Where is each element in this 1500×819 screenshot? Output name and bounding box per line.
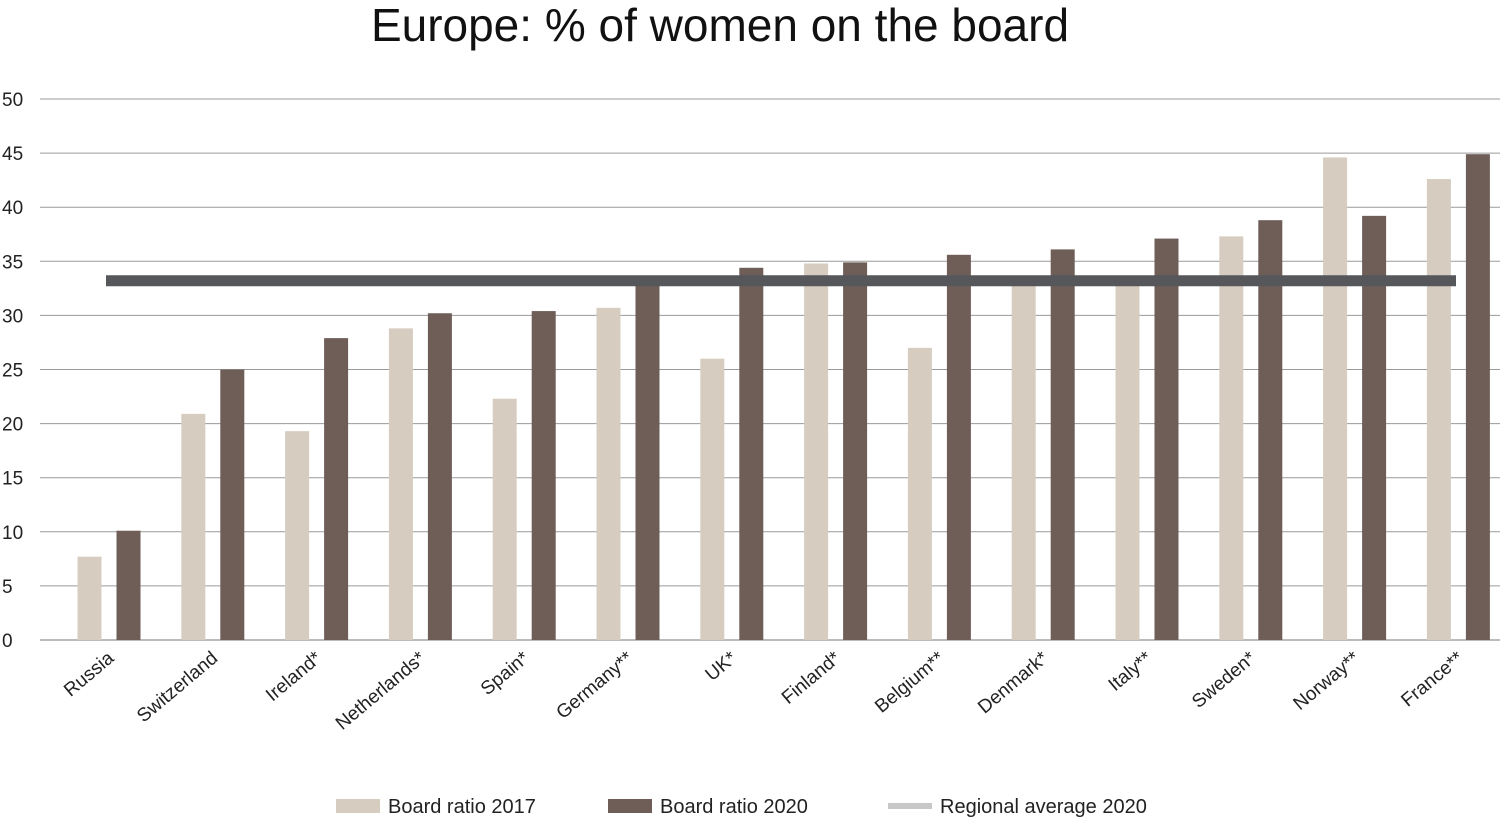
x-category-label: France**: [1397, 647, 1468, 711]
bar-2020: [531, 311, 556, 640]
y-tick-label: 0: [2, 631, 13, 652]
y-tick-label: 45: [2, 144, 23, 165]
x-category-label: Spain*: [477, 647, 534, 699]
bar-2017: [804, 263, 829, 640]
x-category-label: Russia: [60, 647, 118, 701]
x-category-label: Italy**: [1105, 647, 1157, 695]
bar-2020: [324, 338, 349, 640]
x-category-label: Norway**: [1290, 647, 1365, 714]
x-category-label: Denmark*: [974, 647, 1053, 718]
bar-2020: [843, 262, 868, 640]
bars: [77, 154, 1490, 641]
x-category-label: Switzerland: [133, 648, 222, 727]
bar-2017: [1011, 285, 1036, 640]
bar-2017: [492, 398, 517, 640]
legend-label: Regional average 2020: [940, 796, 1147, 818]
y-axis-ticks: 0 5 10 15 20 25 30 35 40 45 50: [2, 90, 23, 652]
y-tick-label: 10: [2, 523, 23, 544]
y-tick-label: 25: [2, 361, 23, 382]
y-tick-label: 40: [2, 198, 23, 219]
bar-2017: [77, 556, 102, 640]
bar-2020: [1362, 215, 1387, 640]
gridlines: [40, 98, 1500, 641]
x-category-label: UK*: [702, 647, 742, 685]
y-tick-label: 50: [2, 90, 23, 111]
bar-2017: [1426, 179, 1451, 640]
bar-2020: [427, 313, 452, 640]
legend-swatch-2017: [336, 799, 380, 813]
x-category-label: Finland*: [778, 647, 845, 708]
legend: Board ratio 2017 Board ratio 2020 Regional…: [336, 796, 1147, 818]
bar-2020: [946, 254, 971, 641]
bar-2017: [907, 347, 932, 640]
bar-2020: [1154, 238, 1179, 640]
bar-2017: [388, 328, 413, 640]
bar-2017: [1115, 284, 1140, 640]
legend-swatch-2020: [608, 799, 652, 813]
x-category-label: Belgium**: [871, 647, 949, 717]
y-tick-label: 5: [2, 577, 13, 598]
y-tick-label: 20: [2, 415, 23, 436]
x-category-label: Sweden*: [1188, 647, 1260, 712]
y-tick-label: 35: [2, 252, 23, 273]
x-axis-categories: Russia Switzerland Ireland* Netherlands* Spa…: [60, 647, 1468, 734]
bar-2017: [285, 431, 310, 640]
bar-2020: [220, 369, 245, 640]
x-category-label: Netherlands*: [332, 647, 430, 734]
y-tick-label: 15: [2, 469, 23, 490]
x-category-label: Germany**: [553, 647, 638, 723]
y-tick-label: 30: [2, 306, 23, 327]
legend-swatch-average: [888, 803, 932, 809]
chart-title: Europe: % of women on the board: [370, 0, 1070, 51]
bar-2020: [1050, 249, 1075, 640]
bar-2020: [1258, 220, 1283, 640]
bar-2020: [739, 267, 764, 640]
bar-2017: [700, 358, 725, 640]
bar-2020: [635, 281, 660, 640]
bar-2020: [116, 530, 141, 640]
bar-2017: [1323, 157, 1348, 641]
x-category-label: Ireland*: [262, 647, 326, 706]
legend-label: Board ratio 2017: [388, 796, 536, 818]
legend-label: Board ratio 2020: [660, 796, 808, 818]
bar-2020: [1465, 154, 1490, 640]
bar-2017: [1219, 236, 1244, 640]
bar-2017: [596, 307, 621, 640]
bar-2017: [181, 413, 206, 640]
